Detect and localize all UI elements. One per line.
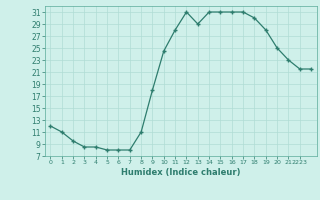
X-axis label: Humidex (Indice chaleur): Humidex (Indice chaleur) <box>121 168 241 177</box>
